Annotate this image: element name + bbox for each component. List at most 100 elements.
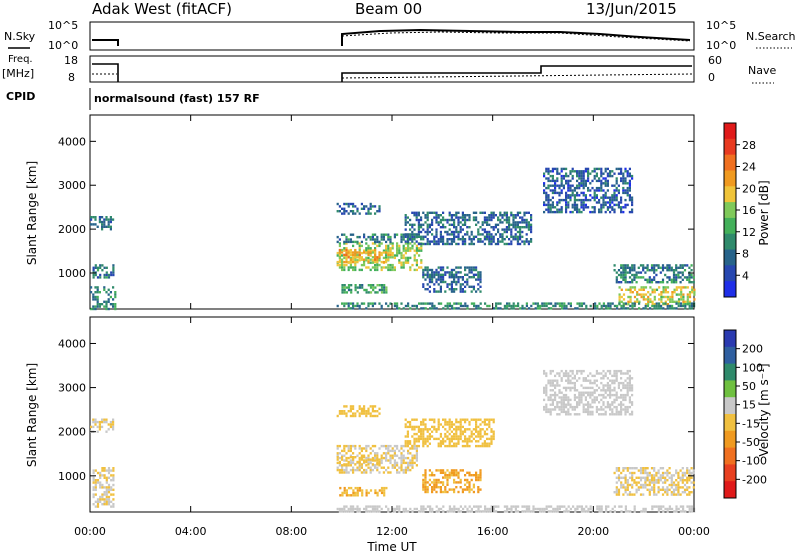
heatmap-cell [426, 226, 429, 229]
heatmap-cell [433, 418, 436, 421]
heatmap-cell [492, 505, 495, 508]
heatmap-cell [628, 483, 632, 487]
heatmap-cell [673, 307, 676, 310]
heatmap-cell [367, 212, 370, 215]
heatmap-cell [604, 196, 607, 199]
heatmap-cell [431, 240, 434, 243]
heatmap-cell [514, 510, 517, 513]
heatmap-cell [560, 189, 563, 192]
heatmap-cell [431, 486, 434, 489]
heatmap-cell [573, 393, 576, 397]
heatmap-cell [396, 254, 399, 257]
heatmap-cell [376, 210, 379, 213]
heatmap-cell [450, 276, 453, 279]
heatmap-cell [451, 307, 454, 310]
heatmap-cell [442, 510, 445, 513]
heatmap-cell [585, 304, 588, 308]
heatmap-cell [626, 170, 629, 173]
colorbar-swatch [724, 265, 736, 282]
heatmap-cell [336, 251, 339, 255]
heatmap-cell [380, 235, 383, 239]
heatmap-cell [402, 471, 405, 474]
heatmap-cell [361, 494, 364, 497]
heatmap-cell [402, 235, 405, 239]
heatmap-cell [483, 430, 486, 433]
heatmap-cell [620, 393, 623, 397]
heatmap-cell [554, 304, 557, 308]
heatmap-cell [532, 507, 535, 511]
heatmap-cell [461, 440, 464, 443]
heatmap-cell [483, 221, 486, 224]
heatmap-cell [352, 253, 355, 257]
heatmap-cell [589, 194, 592, 197]
heatmap-cell [494, 223, 497, 226]
heatmap-cell [99, 483, 102, 487]
heatmap-cell [347, 507, 350, 511]
heatmap-cell [387, 459, 390, 462]
heatmap-cell [606, 189, 609, 192]
heatmap-cell [407, 468, 410, 472]
heatmap-cell [341, 471, 344, 474]
heatmap-cell [374, 410, 377, 413]
heatmap-cell [426, 283, 429, 286]
heatmap-cell [589, 386, 592, 390]
heatmap-cell [356, 253, 359, 257]
heatmap-cell [595, 167, 598, 171]
heatmap-cell [358, 284, 362, 287]
heatmap-cell [415, 464, 418, 467]
heatmap-cell [341, 412, 344, 415]
heatmap-cell [589, 413, 592, 416]
heatmap-cell [442, 440, 445, 443]
heatmap-cell [361, 284, 364, 287]
heatmap-cell [343, 412, 346, 415]
heatmap-cell [653, 291, 656, 294]
heatmap-cell [580, 384, 583, 387]
heatmap-cell [626, 372, 629, 375]
heatmap-cell [510, 214, 513, 217]
heatmap-cell [556, 203, 559, 207]
heatmap-cell [356, 486, 359, 490]
heatmap-cell [670, 278, 673, 281]
heatmap-cell [534, 507, 537, 511]
heatmap-cell [617, 172, 620, 175]
heatmap-cell [624, 372, 627, 375]
heatmap-cell [653, 304, 656, 308]
heatmap-cell [352, 302, 355, 305]
heatmap-cell [551, 184, 554, 187]
heatmap-cell [622, 408, 625, 411]
freq-panel: Freq. [MHz] 18 8 60 0 Nave [2, 54, 776, 84]
heatmap-cell [595, 194, 598, 197]
heatmap-cell [492, 430, 495, 433]
heatmap-cell [479, 469, 482, 472]
heatmap-cell [626, 186, 629, 190]
heatmap-cell [560, 182, 563, 185]
heatmap-cell [406, 420, 409, 424]
heatmap-cell [642, 476, 645, 479]
heatmap-cell [396, 447, 399, 450]
heatmap-cell [479, 476, 482, 479]
heatmap-cell [664, 507, 667, 511]
x-tick-label: 20:00 [577, 525, 609, 538]
heatmap-cell [556, 372, 559, 375]
heatmap-cell [352, 458, 355, 461]
heatmap-cell [642, 269, 645, 272]
heatmap-cell [627, 510, 630, 513]
heatmap-cell [613, 381, 616, 385]
heatmap-cell [358, 412, 361, 415]
heatmap-cell [617, 206, 620, 209]
heatmap-cell [343, 447, 346, 450]
heatmap-cell [510, 230, 513, 234]
heatmap-cell [459, 226, 462, 229]
heatmap-cell [558, 389, 561, 392]
heatmap-cell [543, 189, 546, 192]
heatmap-cell [451, 510, 454, 513]
heatmap-cell [365, 491, 368, 495]
heatmap-cell [551, 177, 554, 180]
heatmap-cell [657, 488, 660, 491]
heatmap-cell [672, 271, 676, 274]
heatmap-cell [343, 247, 346, 250]
heatmap-cell [358, 489, 362, 492]
heatmap-cell [576, 186, 579, 190]
heatmap-cell [569, 413, 572, 416]
heatmap-cell [376, 238, 379, 241]
